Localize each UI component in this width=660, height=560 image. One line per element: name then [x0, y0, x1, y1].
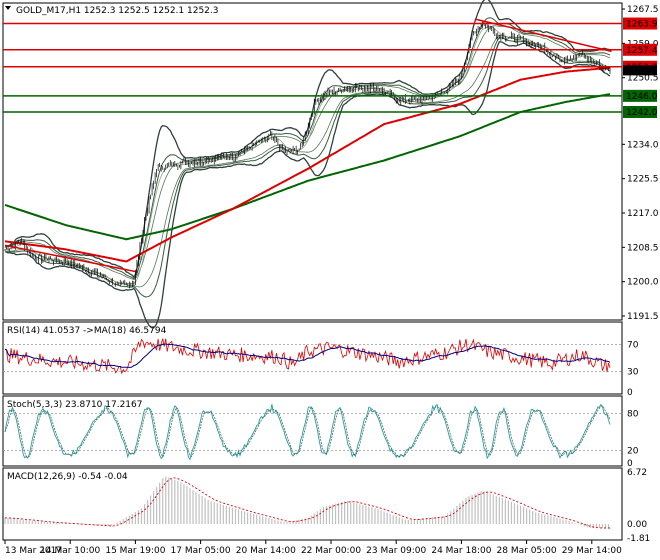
x-tick-label: 17 Mar 05:00 — [171, 546, 231, 556]
fast-ma-line — [4, 26, 611, 285]
level-label-box — [623, 106, 657, 119]
macd-tick-label: -1.81 — [627, 534, 650, 544]
x-tick-label: 20 Mar 14:00 — [236, 546, 296, 556]
stoch-label: Stoch(5,3,3) 23.8710 17.2167 — [7, 400, 142, 410]
stoch-d-line — [4, 405, 611, 458]
macd-label: MACD(12,26,9) -0.54 -0.04 — [7, 472, 128, 482]
macd-tick-label: 0.00 — [627, 520, 647, 530]
level-label: 1257.4 — [626, 46, 658, 56]
level-label-box — [623, 43, 657, 56]
current-price-box — [623, 65, 657, 76]
level-label-box — [623, 17, 657, 30]
pane-frame-main — [2, 2, 623, 321]
rsi-tick-label: 30 — [627, 368, 639, 378]
trend-line — [474, 18, 612, 53]
trend-line — [4, 244, 136, 273]
x-tick-label: 23 Mar 09:00 — [366, 546, 426, 556]
rsi-line — [4, 338, 611, 375]
level-label: 1263.9 — [626, 20, 658, 30]
y-tick-label-main: 1225.5 — [627, 175, 659, 185]
x-tick-label: 13 Mar 2017 — [5, 546, 62, 556]
y-tick-label-main: 1217.0 — [627, 209, 659, 219]
x-tick-label: 28 Mar 05:00 — [497, 546, 557, 556]
band-upper-line — [4, 0, 611, 279]
x-tick-label: 22 Mar 00:00 — [301, 546, 361, 556]
chart-header-text: GOLD_M17,H1 1252.3 1252.5 1252.1 1252.3 — [16, 6, 218, 16]
symbol-dropdown-icon — [5, 6, 11, 10]
pane-frame-macd — [2, 467, 623, 541]
level-label: 1246.0 — [626, 92, 658, 102]
current-price-label: 1252.3 — [626, 66, 658, 76]
y-tick-label-main: 1200.0 — [627, 278, 659, 288]
y-tick-label-main: 1234.0 — [627, 140, 659, 150]
y-tick-label-main: 1267.5 — [627, 5, 659, 15]
rsi-label: RSI(14) 41.0537 ->MA(18) 46.5794 — [7, 326, 167, 336]
x-tick-label: 24 Mar 18:00 — [431, 546, 491, 556]
stoch-k-line — [4, 403, 611, 461]
y-tick-label-main: 1208.5 — [627, 243, 659, 253]
x-tick-label: 14 Mar 10:00 — [40, 546, 100, 556]
band-lower-line — [4, 37, 611, 298]
x-tick-label: 15 Mar 19:00 — [105, 546, 165, 556]
level-label: 1242.0 — [626, 108, 658, 118]
stoch-tick-label: 20 — [627, 447, 639, 457]
medium-ma-line — [4, 66, 611, 263]
y-tick-label-main: 1191.5 — [627, 312, 659, 322]
macd-signal-line — [4, 477, 611, 529]
rsi-tick-label: 70 — [627, 340, 639, 350]
rsi-tick-label: 0 — [627, 388, 633, 398]
x-tick-label: 29 Mar 14:00 — [562, 546, 622, 556]
slow-ma-line — [4, 93, 611, 241]
stoch-tick-label: 80 — [627, 409, 639, 419]
macd-tick-label: 6.72 — [627, 468, 647, 478]
rsi-ma-line — [4, 343, 611, 368]
level-label-box — [623, 89, 657, 102]
stoch-tick-label: 0 — [627, 459, 633, 469]
y-tick-label-main: 1250.5 — [627, 74, 659, 84]
band-lower-line — [4, 41, 611, 329]
